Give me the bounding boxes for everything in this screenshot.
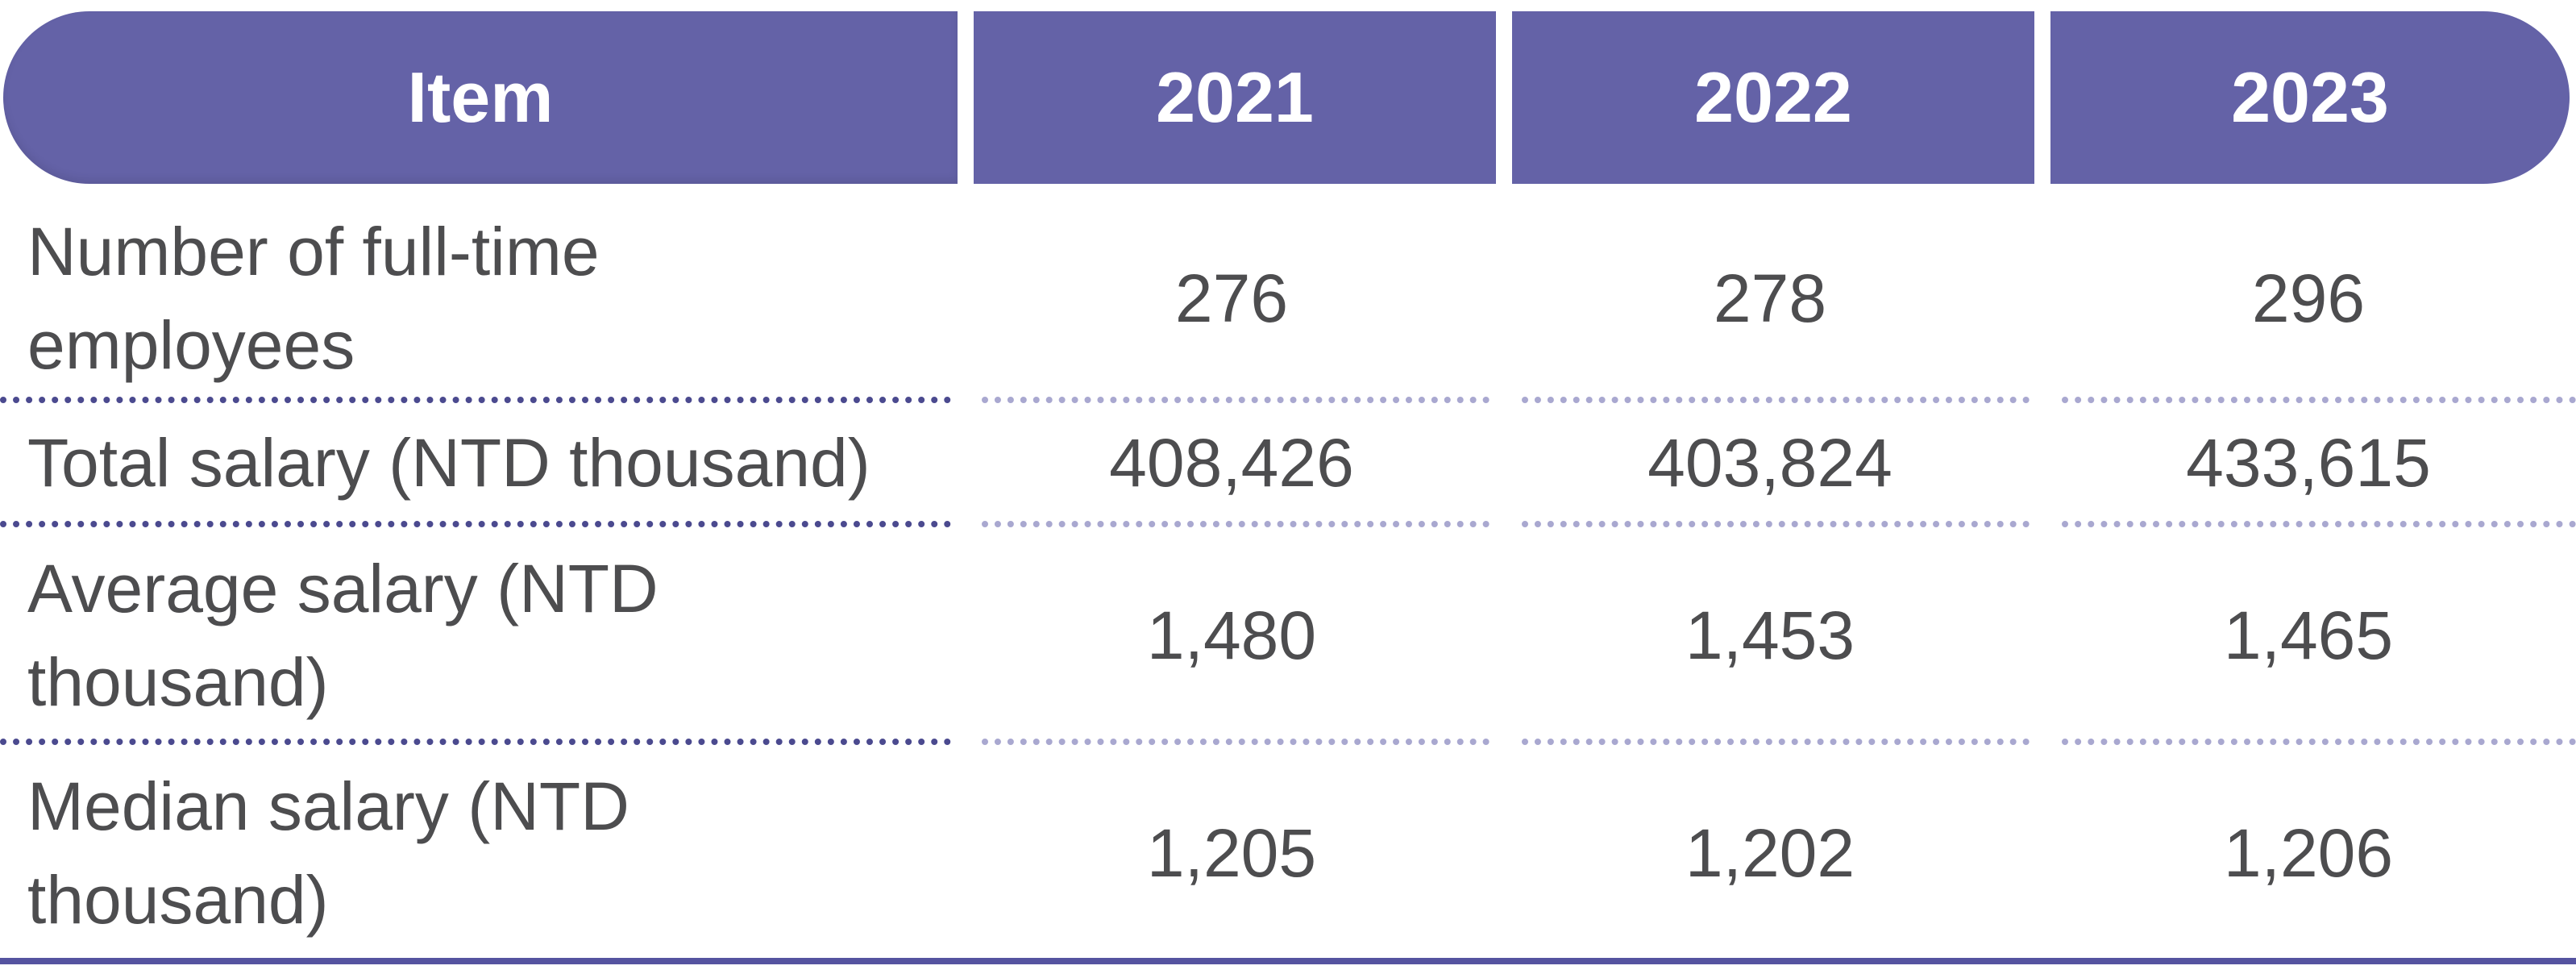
row-label: Number of full-time employees [27, 214, 600, 383]
row-separator [2062, 521, 2576, 527]
row-value: 296 [2251, 260, 2366, 336]
row-value: 1,206 [2223, 814, 2394, 891]
row-value: 1,205 [1146, 814, 1317, 891]
row-value: 1,480 [1146, 597, 1317, 673]
row-separator [0, 397, 951, 403]
row-value: 1,202 [1685, 814, 1855, 891]
row-separator [1522, 739, 2030, 745]
row-value: 433,615 [2186, 424, 2431, 501]
table-bottom-border [0, 958, 2576, 964]
row-separator [982, 521, 1490, 527]
header-year-2022: 2022 [1512, 11, 2034, 184]
row-separator [0, 739, 951, 745]
table-row: Total salary (NTD thousand) 408,426 403,… [0, 406, 2576, 519]
row-separator [982, 739, 1490, 745]
row-label: Total salary (NTD thousand) [27, 425, 870, 501]
row-value: 1,453 [1685, 597, 1855, 673]
table-row: Number of full-time employees 276 278 29… [0, 203, 2576, 393]
table-row: Average salary (NTD thousand) 1,480 1,45… [0, 540, 2576, 730]
row-separator [2062, 397, 2576, 403]
header-year-2023: 2023 [2050, 11, 2570, 184]
row-value: 278 [1713, 260, 1827, 336]
row-separator [982, 397, 1490, 403]
table-header: Item 2021 2022 2023 [3, 11, 2570, 184]
header-item: Item [3, 11, 958, 184]
row-separator [1522, 397, 2030, 403]
row-value: 403,824 [1647, 424, 1893, 501]
row-value: 1,465 [2223, 597, 2394, 673]
row-label: Median salary (NTD thousand) [27, 768, 629, 938]
row-separator [1522, 521, 2030, 527]
row-label: Average salary (NTD thousand) [27, 551, 659, 720]
row-separator [2062, 739, 2576, 745]
row-value: 276 [1174, 260, 1289, 336]
table-row: Median salary (NTD thousand) 1,205 1,202… [0, 758, 2576, 948]
row-separator [0, 521, 951, 527]
row-value: 408,426 [1109, 424, 1354, 501]
header-year-2021: 2021 [974, 11, 1496, 184]
